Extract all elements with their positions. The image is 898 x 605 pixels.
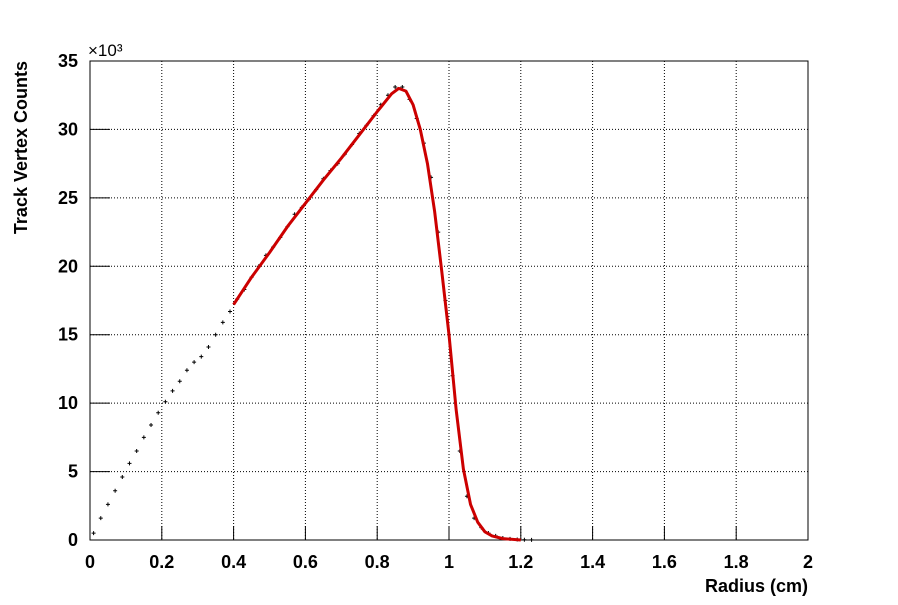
data-point bbox=[206, 345, 211, 350]
y-axis-title: Track Vertex Counts bbox=[11, 61, 31, 234]
y-tick-label: 5 bbox=[68, 462, 78, 482]
x-tick-label: 1.6 bbox=[652, 552, 677, 572]
data-point bbox=[156, 410, 161, 415]
data-point bbox=[192, 360, 197, 365]
data-point bbox=[134, 449, 139, 454]
data-point bbox=[105, 502, 110, 507]
y-tick-label: 25 bbox=[58, 188, 78, 208]
data-point bbox=[177, 379, 182, 384]
y-tick-label: 15 bbox=[58, 325, 78, 345]
data-point bbox=[127, 461, 132, 466]
data-point bbox=[393, 85, 398, 90]
x-tick-label: 1.2 bbox=[508, 552, 533, 572]
x-tick-label: 0.6 bbox=[293, 552, 318, 572]
x-tick-label: 0 bbox=[85, 552, 95, 572]
data-point bbox=[522, 537, 527, 542]
data-point bbox=[529, 537, 534, 542]
data-point bbox=[113, 488, 118, 493]
y-tick-label: 30 bbox=[58, 119, 78, 139]
data-point bbox=[170, 388, 175, 393]
y-tick-label: 0 bbox=[68, 530, 78, 550]
data-point bbox=[149, 423, 154, 428]
y-tick-label: 35 bbox=[58, 51, 78, 71]
x-tick-label: 0.8 bbox=[365, 552, 390, 572]
plot-frame bbox=[89, 60, 809, 541]
x-tick-label: 0.2 bbox=[149, 552, 174, 572]
x-tick-label: 0.4 bbox=[221, 552, 246, 572]
y-tick-label: 10 bbox=[58, 393, 78, 413]
data-point bbox=[199, 354, 204, 359]
y-multiplier: ×10³ bbox=[88, 41, 123, 60]
data-point bbox=[184, 368, 189, 373]
y-tick-label: 20 bbox=[58, 256, 78, 276]
x-tick-label: 2 bbox=[803, 552, 813, 572]
data-point bbox=[91, 531, 96, 536]
data-point bbox=[141, 435, 146, 440]
x-tick-label: 1 bbox=[444, 552, 454, 572]
data-point bbox=[228, 309, 233, 314]
data-point bbox=[98, 516, 103, 521]
x-axis-title: Radius (cm) bbox=[705, 576, 808, 596]
data-point bbox=[213, 332, 218, 337]
fit-line bbox=[232, 86, 521, 542]
data-point bbox=[220, 320, 225, 325]
x-tick-label: 1.4 bbox=[580, 552, 605, 572]
data-point bbox=[120, 475, 125, 480]
data-point bbox=[163, 399, 168, 404]
x-tick-label: 1.8 bbox=[724, 552, 749, 572]
